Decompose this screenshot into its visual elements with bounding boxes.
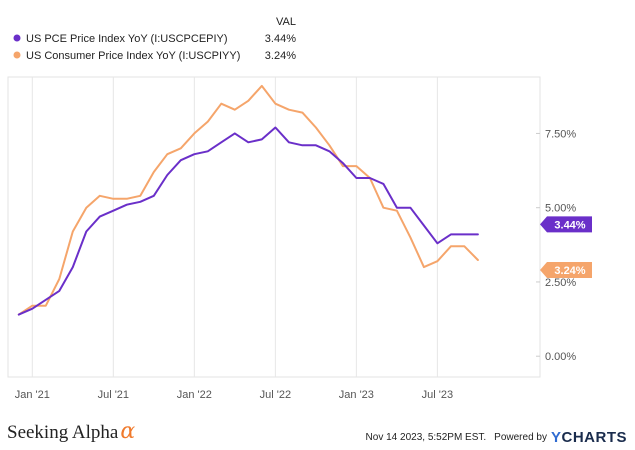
ycharts-logo-text: CHARTS bbox=[562, 429, 628, 446]
legend-val-header: VAL bbox=[276, 16, 296, 28]
y-tick-label-2: 5.00% bbox=[545, 203, 576, 215]
x-tick-label-5: Jul '23 bbox=[422, 389, 453, 401]
legend-marker-1 bbox=[14, 52, 21, 59]
seeking-alpha-logo[interactable]: Seeking Alphaα bbox=[7, 419, 135, 444]
timestamp: Nov 14 2023, 5:52PM EST. bbox=[366, 432, 487, 443]
legend-value-0: 3.44% bbox=[265, 33, 296, 45]
value-badges: 3.44% 3.24% bbox=[540, 216, 592, 278]
legend-label-1: US Consumer Price Index YoY (I:USCPIYY) bbox=[26, 50, 240, 62]
value-badge-text-0: 3.44% bbox=[554, 219, 585, 231]
legend-item-1[interactable]: US Consumer Price Index YoY (I:USCPIYY) 3… bbox=[14, 50, 297, 62]
x-tick-label-2: Jan '22 bbox=[177, 389, 212, 401]
legend-value-1: 3.24% bbox=[265, 50, 296, 62]
ycharts-logo-y: Y bbox=[551, 429, 562, 446]
legend: VAL US PCE Price Index YoY (I:USCPCEPIY) 3… bbox=[14, 16, 297, 62]
x-tick-label-0: Jan '21 bbox=[15, 389, 50, 401]
legend-label-0: US PCE Price Index YoY (I:USCPCEPIY) bbox=[26, 33, 228, 45]
chart: Jan '21 Jul '21 Jan '22 Jul '22 Jan '23 Jul '… bbox=[0, 0, 635, 415]
y-tick-label-3: 7.50% bbox=[545, 128, 576, 140]
ycharts-logo[interactable]: YCHARTS bbox=[551, 429, 627, 446]
legend-marker-0 bbox=[14, 35, 21, 42]
y-tick-label-1: 2.50% bbox=[545, 277, 576, 289]
footer-attribution: Nov 14 2023, 5:52PM EST. Powered by YCHA… bbox=[366, 429, 627, 446]
value-badge-1: 3.24% bbox=[540, 262, 592, 278]
legend-item-0[interactable]: US PCE Price Index YoY (I:USCPCEPIY) 3.44… bbox=[14, 33, 297, 45]
alpha-icon: α bbox=[120, 419, 135, 444]
x-tick-label-3: Jul '22 bbox=[260, 389, 291, 401]
footer: Seeking Alphaα Nov 14 2023, 5:52PM EST. … bbox=[0, 415, 635, 450]
value-badge-text-1: 3.24% bbox=[554, 265, 585, 277]
plot-area bbox=[8, 77, 540, 377]
x-tick-label-1: Jul '21 bbox=[98, 389, 129, 401]
powered-by-label: Powered by bbox=[494, 432, 547, 443]
y-tick-label-0: 0.00% bbox=[545, 351, 576, 363]
value-badge-0: 3.44% bbox=[540, 216, 592, 232]
x-tick-label-4: Jan '23 bbox=[339, 389, 374, 401]
brand-name: Seeking Alpha bbox=[7, 422, 118, 443]
